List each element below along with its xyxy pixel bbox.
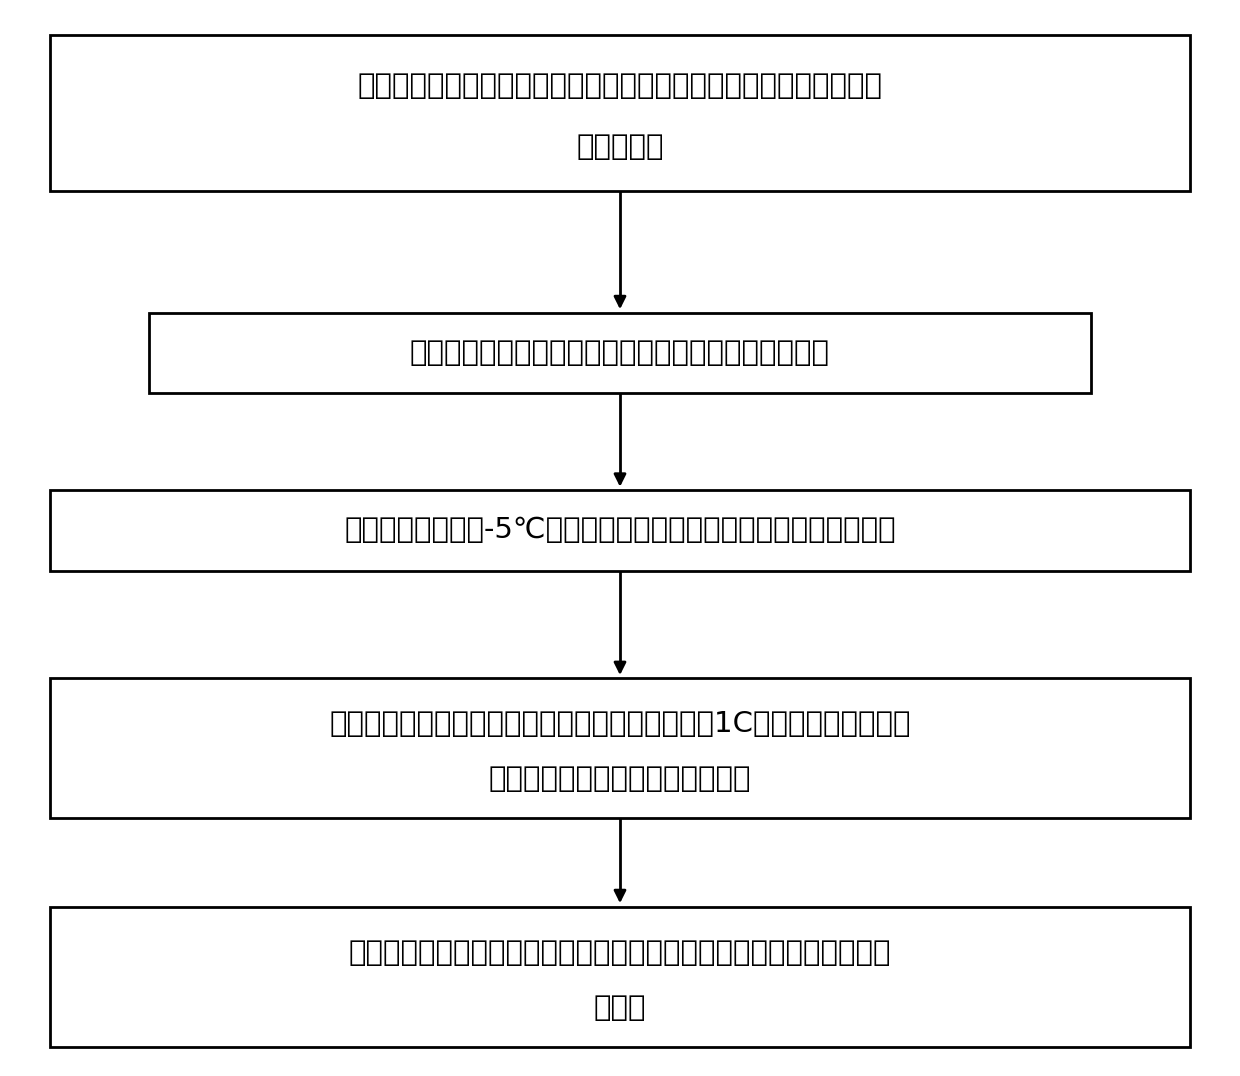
FancyBboxPatch shape [50,678,1190,818]
Text: 同时记录好各电芯的容量放电数据: 同时记录好各电芯的容量放电数据 [489,765,751,793]
Text: 将所有电芯的容量数据进行处理并选取一定范围内的所有电芯进行成组: 将所有电芯的容量数据进行处理并选取一定范围内的所有电芯进行成组 [348,939,892,967]
Text: 度保持一致: 度保持一致 [577,133,663,161]
Text: 将若干同型号电芯置于同一温度的环境下静置，使电芯温度与环境温: 将若干同型号电芯置于同一温度的环境下静置，使电芯温度与环境温 [357,72,883,100]
FancyBboxPatch shape [50,491,1190,570]
FancyBboxPatch shape [50,36,1190,192]
Text: 按照电芯统一的充放电要求，进行满充，满放，再满充: 按照电芯统一的充放电要求，进行满充，满放，再满充 [410,339,830,367]
Text: 当电芯温度与环境舱内温度保持一致时，开始进行1C放电下的容量测试，: 当电芯温度与环境舱内温度保持一致时，开始进行1C放电下的容量测试， [330,710,910,738]
Text: 或成包: 或成包 [594,994,646,1022]
Text: 将环境舱温度升至-5℃，同时将电芯静置在该温度条件下的环境舱内: 将环境舱温度升至-5℃，同时将电芯静置在该温度条件下的环境舱内 [345,516,895,544]
FancyBboxPatch shape [50,907,1190,1047]
FancyBboxPatch shape [149,312,1091,393]
